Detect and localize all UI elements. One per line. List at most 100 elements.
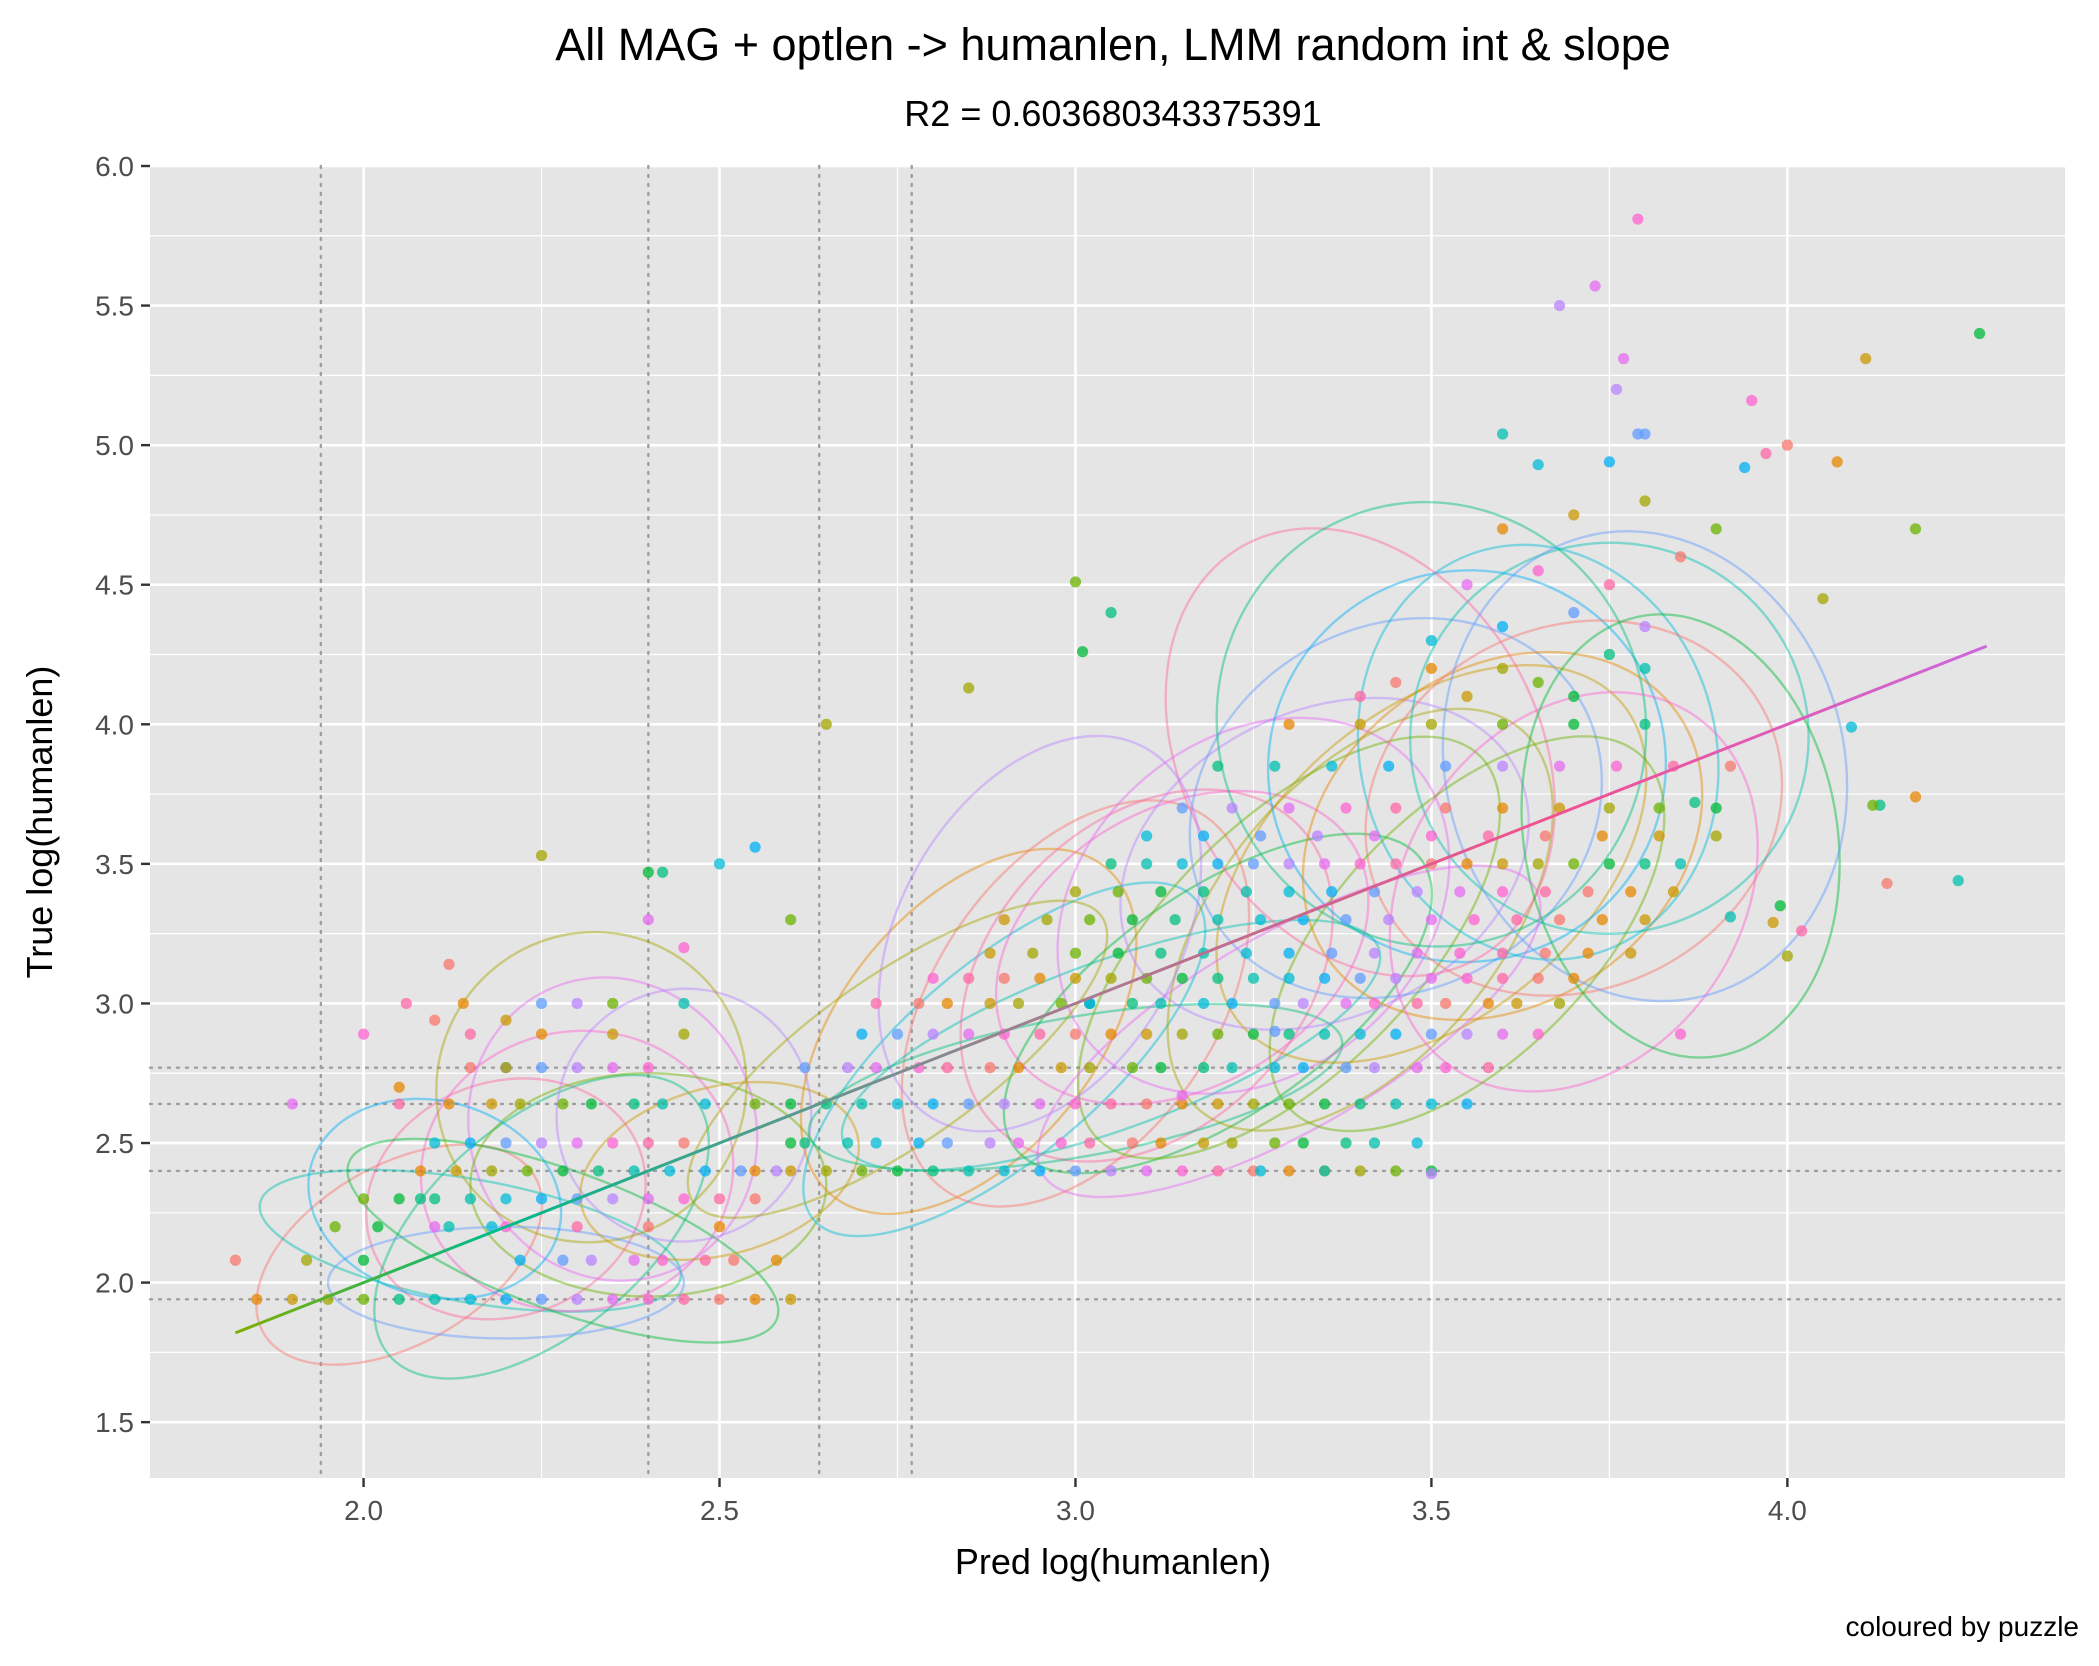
confidence-ellipse bbox=[1301, 650, 1704, 1022]
data-point bbox=[535, 1062, 548, 1074]
data-point bbox=[1155, 997, 1167, 1010]
data-point bbox=[1497, 802, 1509, 814]
data-point bbox=[1283, 947, 1295, 959]
data-point bbox=[1553, 802, 1566, 814]
data-point bbox=[457, 997, 469, 1010]
data-point bbox=[1589, 280, 1601, 292]
data-point bbox=[1176, 972, 1188, 984]
data-point bbox=[1390, 1028, 1402, 1040]
data-point bbox=[1141, 1165, 1153, 1177]
data-point bbox=[1632, 213, 1644, 225]
data-point bbox=[1568, 718, 1580, 730]
data-point bbox=[1269, 760, 1281, 772]
data-point bbox=[607, 997, 619, 1010]
data-point bbox=[1012, 997, 1025, 1010]
data-point bbox=[1454, 886, 1466, 898]
data-point bbox=[1354, 858, 1366, 870]
data-point bbox=[429, 1293, 441, 1305]
data-point bbox=[941, 1062, 953, 1074]
data-point bbox=[1674, 551, 1687, 563]
data-point bbox=[1176, 858, 1188, 870]
data-point bbox=[1297, 914, 1309, 926]
data-point bbox=[1553, 760, 1566, 772]
data-point bbox=[1497, 523, 1509, 535]
data-point bbox=[799, 1137, 811, 1149]
data-point bbox=[1105, 972, 1117, 984]
data-point bbox=[699, 1165, 711, 1177]
data-point bbox=[984, 997, 996, 1010]
x-tick-label: 3.5 bbox=[1412, 1495, 1451, 1526]
data-point bbox=[913, 1137, 925, 1149]
data-point bbox=[1468, 914, 1480, 926]
data-point bbox=[1639, 620, 1651, 633]
data-point bbox=[870, 997, 882, 1010]
data-point bbox=[713, 858, 726, 870]
data-point bbox=[607, 1062, 619, 1074]
data-point bbox=[1297, 1062, 1309, 1074]
data-point bbox=[1176, 1098, 1188, 1110]
data-point bbox=[1212, 1098, 1224, 1110]
data-point bbox=[1689, 796, 1701, 809]
caption: coloured by puzzle bbox=[1846, 1611, 2079, 1642]
data-point bbox=[1603, 456, 1615, 468]
data-point bbox=[1497, 886, 1509, 898]
data-point bbox=[1240, 886, 1252, 898]
data-point bbox=[1084, 914, 1096, 926]
data-point bbox=[998, 1165, 1010, 1177]
data-point bbox=[842, 1137, 854, 1149]
data-point bbox=[464, 1137, 476, 1149]
data-point bbox=[1141, 1098, 1153, 1110]
data-point bbox=[1653, 802, 1665, 814]
data-point bbox=[998, 1098, 1010, 1110]
confidence-ellipse bbox=[807, 1002, 1344, 1172]
data-point bbox=[1497, 620, 1509, 633]
data-point bbox=[1774, 900, 1786, 912]
data-point bbox=[607, 1028, 619, 1040]
confidence-ellipse bbox=[1408, 541, 1810, 935]
data-point bbox=[592, 1165, 605, 1177]
data-point bbox=[1539, 886, 1551, 898]
data-point bbox=[927, 1098, 939, 1110]
data-point bbox=[1461, 690, 1473, 702]
data-point bbox=[656, 1098, 669, 1110]
data-point bbox=[372, 1221, 384, 1233]
confidence-ellipse bbox=[1364, 619, 1784, 997]
data-point bbox=[1368, 1062, 1381, 1074]
data-point bbox=[1105, 1098, 1117, 1110]
points bbox=[229, 213, 1986, 1305]
data-point bbox=[1461, 1028, 1473, 1040]
data-point bbox=[1497, 972, 1509, 984]
data-point bbox=[699, 1254, 711, 1266]
x-tick-label: 4.0 bbox=[1768, 1495, 1807, 1526]
data-point bbox=[1746, 394, 1758, 407]
data-point bbox=[1269, 997, 1281, 1010]
data-point bbox=[1226, 802, 1238, 814]
data-point bbox=[1368, 830, 1381, 842]
data-point bbox=[998, 972, 1010, 984]
data-point bbox=[535, 997, 548, 1010]
data-point bbox=[1055, 997, 1067, 1010]
confidence-ellipse bbox=[799, 847, 1138, 1216]
data-point bbox=[571, 1137, 583, 1149]
data-point bbox=[301, 1254, 313, 1266]
data-point bbox=[1368, 1137, 1381, 1149]
data-point bbox=[1176, 1089, 1188, 1102]
data-point bbox=[770, 1165, 783, 1177]
data-point bbox=[984, 947, 996, 959]
data-point bbox=[1340, 1062, 1352, 1074]
data-point bbox=[799, 1062, 811, 1074]
data-point bbox=[1141, 858, 1153, 870]
data-point bbox=[1354, 972, 1366, 984]
data-point bbox=[1269, 1062, 1281, 1074]
data-point bbox=[1126, 997, 1139, 1010]
data-point bbox=[749, 1165, 761, 1177]
data-point bbox=[642, 866, 654, 878]
data-point bbox=[628, 1254, 640, 1266]
data-point bbox=[1034, 972, 1046, 984]
data-point bbox=[357, 1293, 370, 1305]
data-point bbox=[1326, 886, 1338, 898]
data-point bbox=[1817, 593, 1829, 605]
data-point bbox=[414, 1193, 427, 1205]
data-point bbox=[1247, 1098, 1260, 1110]
data-point bbox=[642, 1137, 654, 1149]
